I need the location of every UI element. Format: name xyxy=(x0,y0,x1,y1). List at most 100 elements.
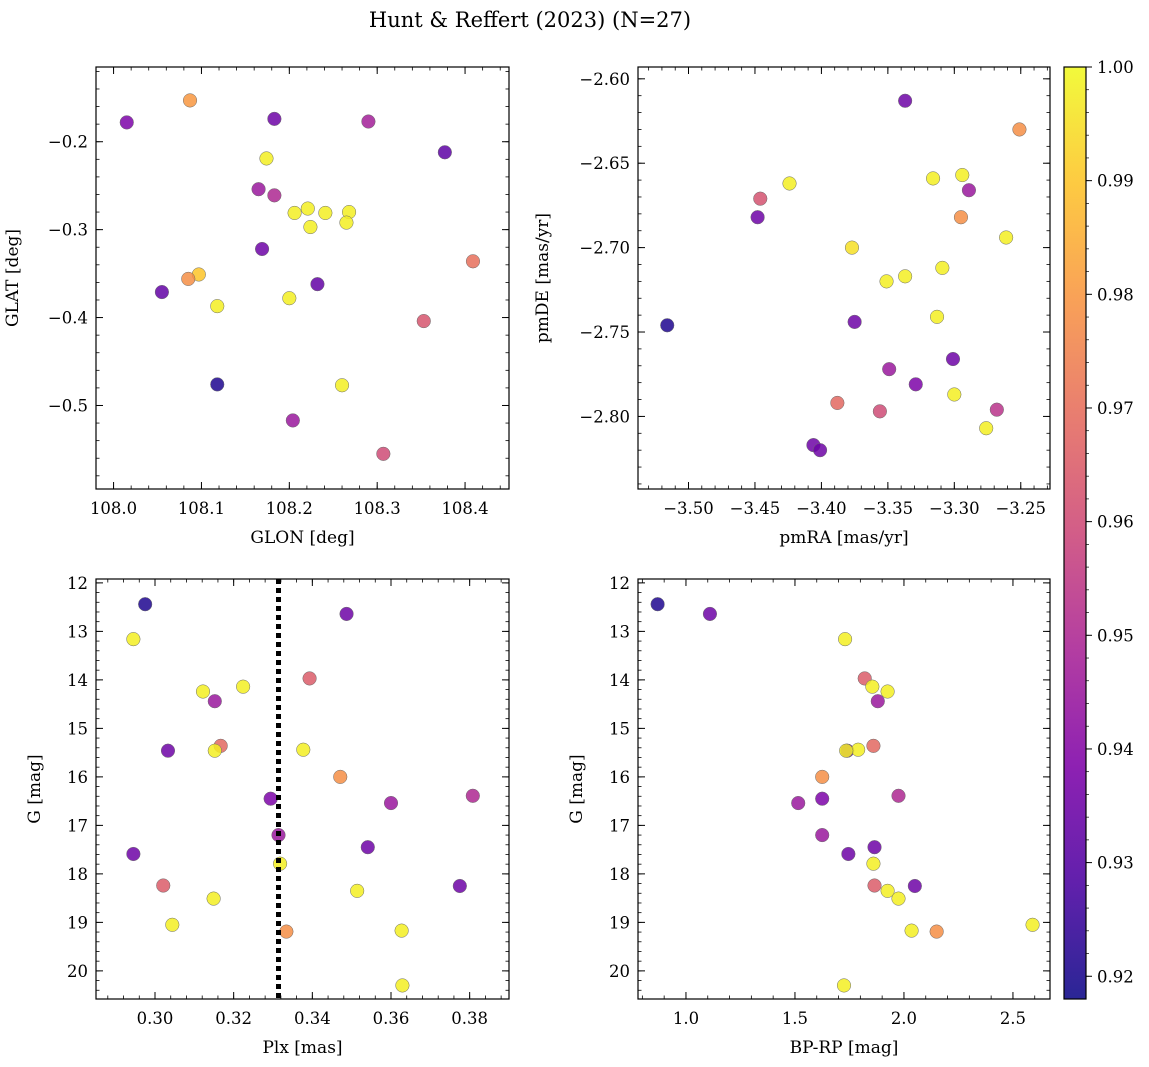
scatter-point xyxy=(236,679,251,694)
colorbar-tick-label: 0.92 xyxy=(1097,967,1134,986)
y-tick-label: 15 xyxy=(67,719,88,738)
scatter-point xyxy=(437,145,452,160)
scatter-point xyxy=(181,271,196,286)
scatter-point xyxy=(300,201,315,216)
y-tick-label: 18 xyxy=(67,865,88,884)
x-tick-label: 2.0 xyxy=(891,1009,917,1028)
scatter-point xyxy=(867,840,882,855)
scatter-point xyxy=(782,176,797,191)
y-tick-label: −2.75 xyxy=(579,323,630,342)
scatter-point xyxy=(891,788,906,803)
scatter-point xyxy=(870,694,885,709)
scatter-point xyxy=(838,632,853,647)
y-tick-label: 18 xyxy=(609,865,630,884)
scatter-points xyxy=(119,93,481,461)
scatter-point xyxy=(287,205,302,220)
scatter-point xyxy=(119,115,134,130)
scatter-point xyxy=(947,387,962,402)
scatter-point xyxy=(929,924,944,939)
scatter-point xyxy=(334,378,350,393)
colorbar-tick-label: 0.99 xyxy=(1097,172,1134,191)
scatter-point xyxy=(880,883,895,898)
scatter-point xyxy=(660,318,675,333)
scatter-point xyxy=(383,796,399,811)
y-tick-label: −2.80 xyxy=(579,407,630,426)
y-tick-label: 20 xyxy=(609,962,630,981)
scatter-point xyxy=(898,269,913,284)
scatter-point xyxy=(953,210,969,225)
scatter-point xyxy=(465,788,480,803)
scatter-point xyxy=(361,114,376,129)
scatter-point xyxy=(882,362,897,377)
x-tick-label: 108.4 xyxy=(441,499,488,518)
scatter-point xyxy=(925,171,941,186)
colorbar-tick-label: 0.95 xyxy=(1097,626,1134,645)
y-tick-label: −0.4 xyxy=(48,309,88,328)
scatter-point xyxy=(360,840,375,855)
scatter-point xyxy=(650,597,665,612)
scatter-point xyxy=(255,241,270,257)
x-axis-label: BP-RP [mag] xyxy=(790,1038,899,1058)
y-axis-label: G [mag] xyxy=(25,754,45,823)
x-tick-label: −3.30 xyxy=(929,499,980,518)
x-tick-label: 0.34 xyxy=(294,1009,331,1028)
y-tick-label: 15 xyxy=(609,719,630,738)
scatter-point xyxy=(891,891,906,906)
scatter-point xyxy=(836,978,852,993)
scatter-point xyxy=(154,285,169,300)
scatter-point xyxy=(267,188,282,203)
scatter-point xyxy=(872,404,887,419)
scatter-point xyxy=(945,351,961,367)
x-tick-label: 0.30 xyxy=(137,1009,174,1028)
scatter-point xyxy=(879,274,894,289)
y-tick-label: −0.2 xyxy=(48,133,88,152)
x-tick-label: 108.3 xyxy=(354,499,401,518)
scatter-point xyxy=(753,191,768,206)
colorbar-tick-label: 1.00 xyxy=(1097,58,1134,77)
axes-frame xyxy=(637,66,1051,490)
scatter-point xyxy=(160,743,176,758)
scatter-point xyxy=(318,205,333,220)
scatter-point xyxy=(999,230,1014,245)
scatter-points xyxy=(650,597,1040,993)
axes-frame xyxy=(95,66,510,490)
scatter-points xyxy=(126,597,480,993)
scatter-point xyxy=(452,878,467,894)
scatter-point xyxy=(935,260,950,275)
scatter-point xyxy=(251,182,266,197)
scatter-point xyxy=(847,314,862,329)
scatter-point xyxy=(791,796,806,811)
x-tick-label: 1.0 xyxy=(673,1009,699,1028)
colorbar-frame xyxy=(1063,66,1087,1000)
scatter-point xyxy=(955,167,970,183)
scatter-point xyxy=(350,883,365,898)
x-axis-label: Plx [mas] xyxy=(262,1038,342,1058)
y-tick-label: −0.5 xyxy=(48,396,88,415)
panel-pmra-pmde: −3.50 −3.45 −3.40 −3.35 −3.30 −3.25 −2.60 −2.65… xyxy=(533,66,1051,548)
scatter-point xyxy=(908,377,923,392)
scatter-point xyxy=(702,606,717,621)
figure-title: Hunt & Reffert (2023) (N=27) xyxy=(369,8,691,32)
scatter-point xyxy=(303,219,318,235)
colorbar: 0.92 0.93 0.94 0.95 0.96 0.97 0.98 0.99 1.00 xyxy=(1063,58,1134,1000)
scatter-point xyxy=(339,215,354,230)
scatter-point xyxy=(1025,917,1040,932)
scatter-point xyxy=(465,254,481,269)
colorbar-tick-label: 0.93 xyxy=(1097,854,1134,873)
scatter-point xyxy=(979,421,994,436)
scatter-point xyxy=(165,917,180,932)
scatter-point xyxy=(302,671,317,686)
scatter-point xyxy=(210,377,225,392)
scatter-point xyxy=(989,402,1004,417)
scatter-point xyxy=(126,846,141,862)
scatter-point xyxy=(830,395,845,410)
colorbar-tick-label: 0.96 xyxy=(1097,513,1134,532)
scatter-point xyxy=(263,791,278,806)
x-axis-label: GLON [deg] xyxy=(250,528,354,548)
x-tick-label: 0.36 xyxy=(373,1009,410,1028)
scatter-point xyxy=(898,93,913,108)
y-axis-label: pmDE [mas/yr] xyxy=(533,213,553,343)
scatter-point xyxy=(839,743,854,758)
x-tick-label: 1.5 xyxy=(782,1009,808,1028)
